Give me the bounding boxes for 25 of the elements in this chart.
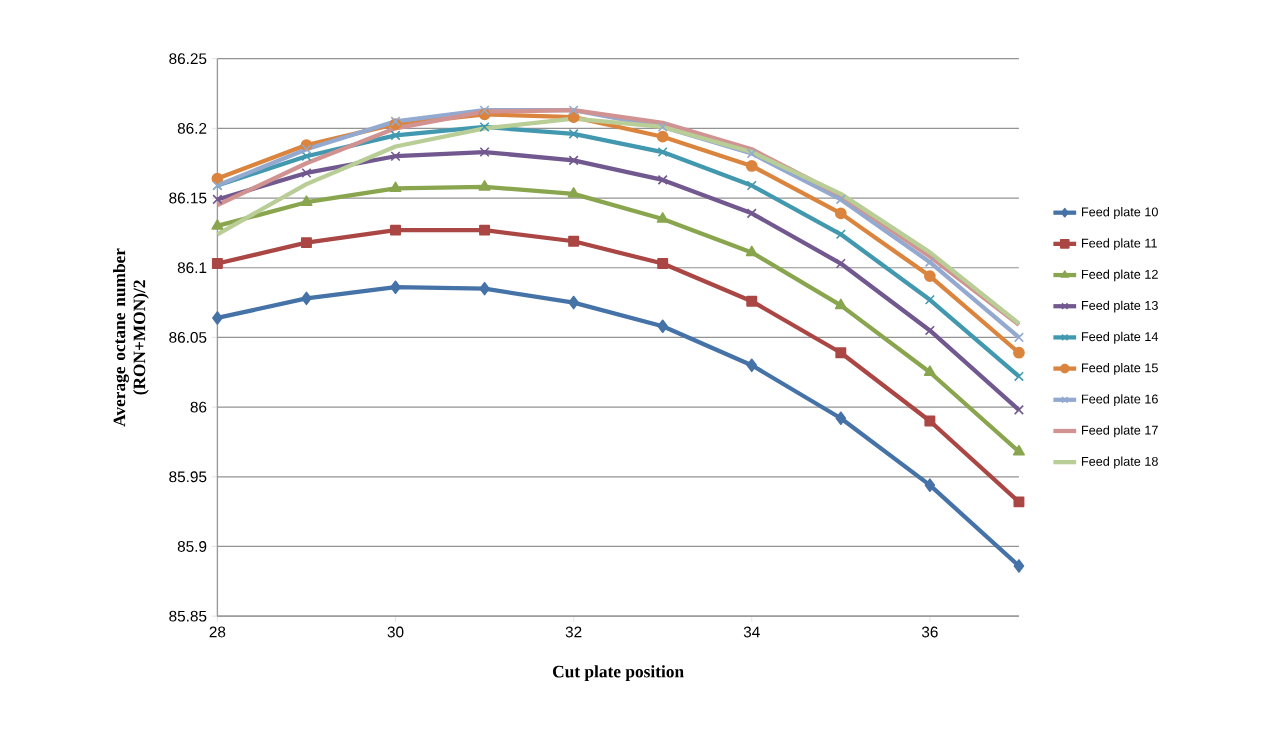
legend-label: Feed plate 10 xyxy=(1082,207,1158,220)
legend-label: Feed plate 13 xyxy=(1082,300,1158,313)
x-tick-label: 32 xyxy=(565,626,582,638)
legend-label: Feed plate 15 xyxy=(1082,363,1158,376)
y-tick-label: 86 xyxy=(190,401,207,413)
y-tick-label: 86.25 xyxy=(169,53,207,65)
x-tick-label: 34 xyxy=(743,626,760,638)
x-tick-label: 30 xyxy=(387,626,404,638)
legend-label: Feed plate 18 xyxy=(1082,456,1158,469)
legend-label: Feed plate 11 xyxy=(1082,238,1157,251)
x-axis-title: Cut plate position xyxy=(553,665,684,682)
legend-label: Feed plate 17 xyxy=(1082,425,1158,438)
y-tick-label: 86.1 xyxy=(177,262,207,274)
y-tick-label: 85.9 xyxy=(177,541,207,553)
y-tick-label: 86.2 xyxy=(177,123,207,135)
y-tick-label: 85.95 xyxy=(169,471,207,483)
x-tick-label: 36 xyxy=(921,626,938,638)
x-tick-label: 28 xyxy=(209,626,226,638)
y-tick-label: 86.15 xyxy=(169,192,207,204)
legend-label: Feed plate 16 xyxy=(1082,394,1158,407)
legend-label: Feed plate 12 xyxy=(1082,269,1158,282)
y-tick-label: 86.05 xyxy=(169,332,207,344)
y-axis-title: Average octane number (RON+MON)/2 xyxy=(113,248,149,427)
y-tick-label: 85.85 xyxy=(169,610,207,622)
legend-label: Feed plate 14 xyxy=(1082,332,1159,344)
